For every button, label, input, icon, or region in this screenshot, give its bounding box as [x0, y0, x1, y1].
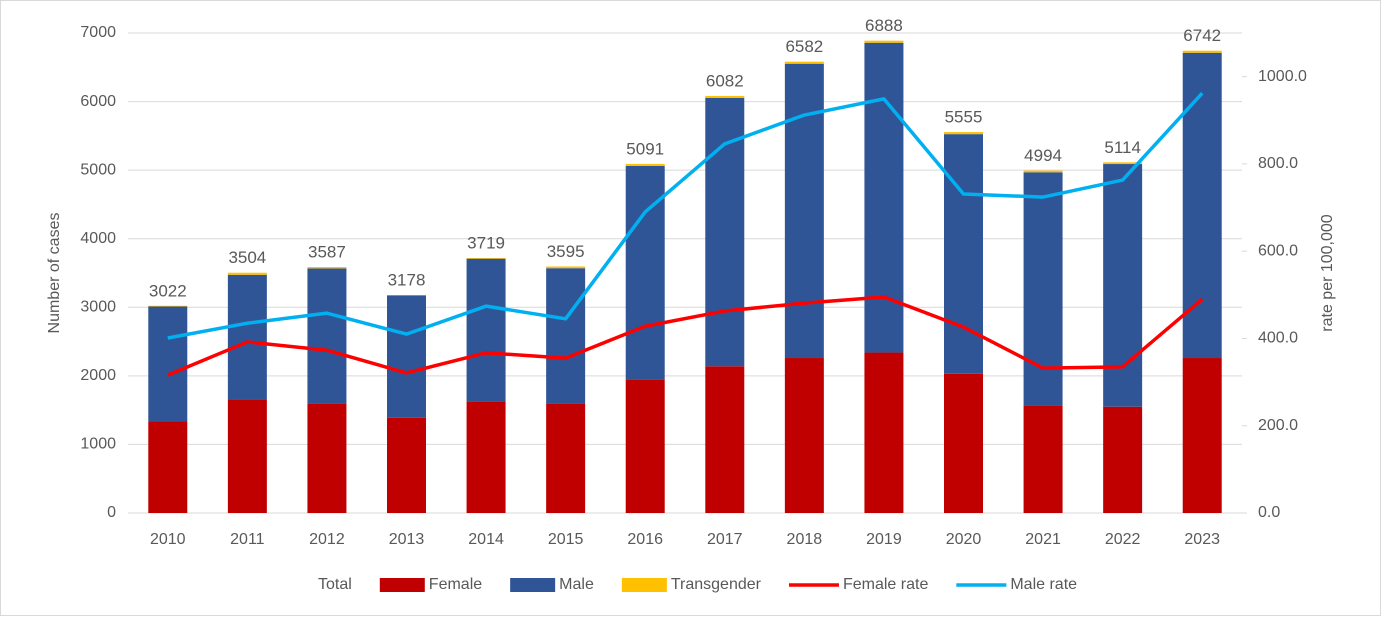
legend-label: Female rate	[843, 576, 928, 593]
y2-tick-label: 800.0	[1258, 155, 1298, 172]
bar-segment	[466, 257, 506, 259]
y2-tick-label: 400.0	[1258, 330, 1298, 347]
bar-segment	[784, 61, 824, 64]
bar-segment	[1182, 52, 1222, 359]
total-label: 6082	[706, 71, 744, 90]
total-label: 4994	[1024, 146, 1062, 165]
total-label: 5114	[1104, 138, 1141, 157]
bar-segment	[1103, 162, 1143, 165]
total-label: 6888	[865, 16, 903, 35]
bar-segment	[864, 352, 904, 513]
bar-segment	[1182, 50, 1222, 53]
total-label: 6582	[785, 37, 823, 56]
bar-segment	[227, 399, 267, 513]
legend-swatch	[621, 578, 667, 592]
y-tick-label: 0	[107, 504, 116, 521]
x-tick-label: 2023	[1184, 531, 1220, 548]
bar-segment	[307, 403, 347, 513]
legend-label: Male rate	[1010, 576, 1077, 593]
x-tick-label: 2015	[548, 531, 584, 548]
bar-segment	[307, 268, 347, 404]
x-tick-label: 2021	[1025, 531, 1061, 548]
legend-label: Male	[559, 576, 594, 593]
legend-label: Female	[429, 576, 482, 593]
bar-segment	[546, 403, 586, 513]
bar-segment	[864, 42, 904, 353]
total-label: 3587	[308, 243, 346, 262]
legend-swatch	[510, 578, 556, 592]
x-tick-label: 2010	[150, 531, 186, 548]
bar-segment	[944, 134, 983, 374]
bar-segment	[625, 379, 665, 513]
y2-tick-label: 200.0	[1258, 417, 1298, 434]
bar-segment	[1182, 358, 1222, 513]
rate-line	[167, 92, 1204, 340]
bar-segment	[1023, 170, 1063, 173]
rate-line	[167, 295, 1204, 377]
y-tick-label: 5000	[80, 161, 116, 178]
legend-swatch	[379, 578, 425, 592]
total-label: 5091	[626, 139, 664, 158]
bar-segment	[944, 373, 983, 513]
legend-label: Transgender	[671, 576, 762, 593]
total-label: 5555	[945, 108, 983, 127]
bar-segment	[1103, 406, 1143, 513]
bar-segment	[784, 358, 824, 513]
bar-segment	[307, 267, 347, 269]
total-label: 3595	[547, 242, 585, 261]
bar-segment	[387, 417, 426, 513]
x-tick-label: 2014	[468, 531, 504, 548]
y-tick-label: 4000	[80, 230, 116, 247]
x-tick-label: 2020	[946, 531, 982, 548]
bar-segment	[784, 63, 824, 359]
bar-segment	[864, 40, 904, 43]
bar-segment	[227, 272, 267, 275]
bar-segment	[148, 421, 188, 513]
bar-segment	[1023, 405, 1063, 513]
x-tick-label: 2011	[230, 531, 265, 548]
y-tick-label: 3000	[80, 299, 116, 316]
bar-segment	[546, 266, 586, 269]
bar-segment	[625, 163, 665, 166]
y-tick-label: 6000	[80, 93, 116, 110]
bar-segment	[148, 305, 188, 307]
bar-segment	[466, 401, 506, 513]
x-tick-label: 2016	[627, 531, 663, 548]
x-tick-label: 2018	[787, 531, 823, 548]
x-tick-label: 2012	[309, 531, 345, 548]
total-label: 3022	[149, 281, 187, 300]
y-tick-label: 1000	[80, 436, 116, 453]
y-tick-label: 7000	[80, 24, 116, 41]
bar-segment	[227, 274, 267, 400]
total-label: 3719	[467, 233, 505, 252]
x-tick-label: 2013	[389, 531, 425, 548]
total-label: 3178	[388, 271, 426, 290]
bar-segment	[705, 95, 745, 99]
x-tick-label: 2019	[866, 531, 902, 548]
y2-tick-label: 600.0	[1258, 242, 1298, 259]
bar-segment	[1103, 164, 1143, 407]
total-label: 6742	[1183, 26, 1221, 45]
y-axis-title: Number of cases	[46, 213, 63, 334]
y-tick-label: 2000	[80, 367, 116, 384]
bar-segment	[148, 306, 188, 422]
legend-label: Total	[318, 576, 352, 593]
y2-tick-label: 0.0	[1258, 504, 1280, 521]
bar-segment	[944, 132, 983, 135]
x-tick-label: 2022	[1105, 531, 1141, 548]
bar-segment	[387, 295, 426, 418]
y2-tick-label: 1000.0	[1258, 68, 1307, 85]
y2-axis-title: rate per 100,000	[1319, 214, 1336, 332]
bar-segment	[466, 258, 506, 402]
bar-segment	[1023, 172, 1063, 406]
total-label: 3504	[228, 248, 266, 267]
bar-segment	[705, 366, 745, 513]
bar-segment	[546, 268, 586, 404]
x-tick-label: 2017	[707, 531, 743, 548]
